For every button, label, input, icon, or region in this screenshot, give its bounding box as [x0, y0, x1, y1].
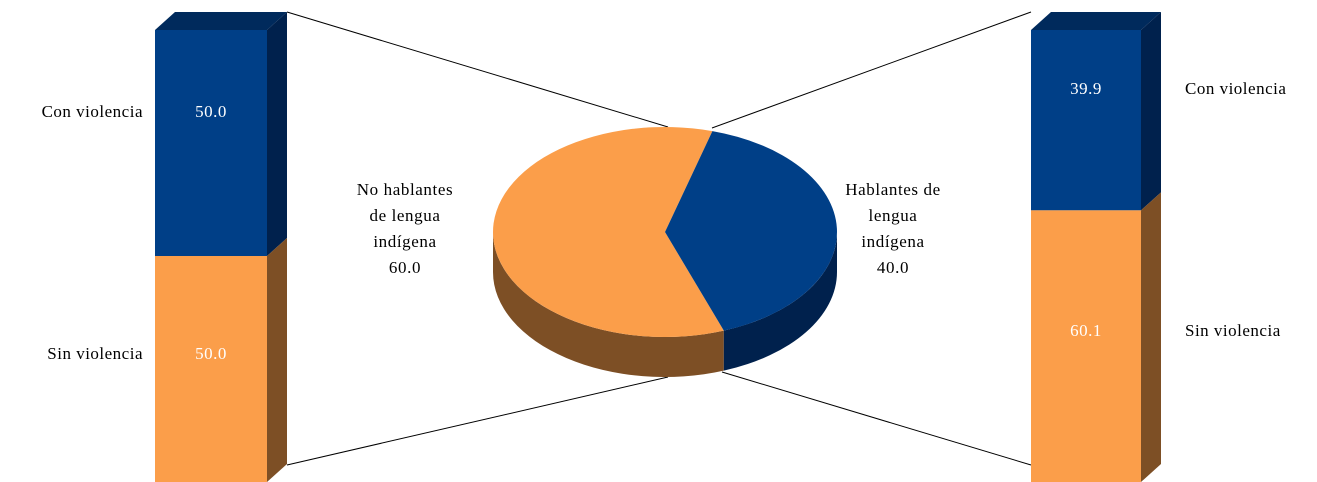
bar-value-label: 60.1 [1070, 321, 1102, 340]
pie-label: Hablantes de lengua indígena [845, 180, 941, 251]
bar-side [1141, 12, 1161, 211]
bar-side [1141, 192, 1161, 482]
category-label: Sin violencia [47, 344, 143, 363]
category-label: Con violencia [42, 102, 143, 121]
bar-top [155, 12, 287, 30]
bar-value-label: 39.9 [1070, 79, 1102, 98]
bar-segment [1031, 210, 1141, 482]
pie-label: No hablantes de lengua indígena [356, 180, 454, 251]
pie-slice [493, 127, 724, 338]
connector [711, 11, 1032, 129]
connector [286, 376, 669, 466]
bar-segment [155, 30, 267, 256]
bar-value-label: 50.0 [195, 102, 227, 121]
pie-side [723, 232, 837, 371]
pie-slice [665, 131, 837, 331]
pie-side [493, 232, 724, 377]
bar-value-label: 50.0 [195, 344, 227, 363]
connector [721, 371, 1032, 466]
pie-value-label: 40.0 [876, 258, 910, 277]
connector [286, 11, 669, 128]
bar-segment [155, 256, 267, 482]
bar-side [267, 12, 287, 256]
bar-side [267, 238, 287, 482]
category-label: Con violencia [1185, 79, 1286, 98]
bar-segment [1031, 30, 1141, 211]
bar-top [1031, 12, 1161, 30]
pie-value-label: 60.0 [388, 258, 422, 277]
category-label: Sin violencia [1185, 321, 1281, 340]
